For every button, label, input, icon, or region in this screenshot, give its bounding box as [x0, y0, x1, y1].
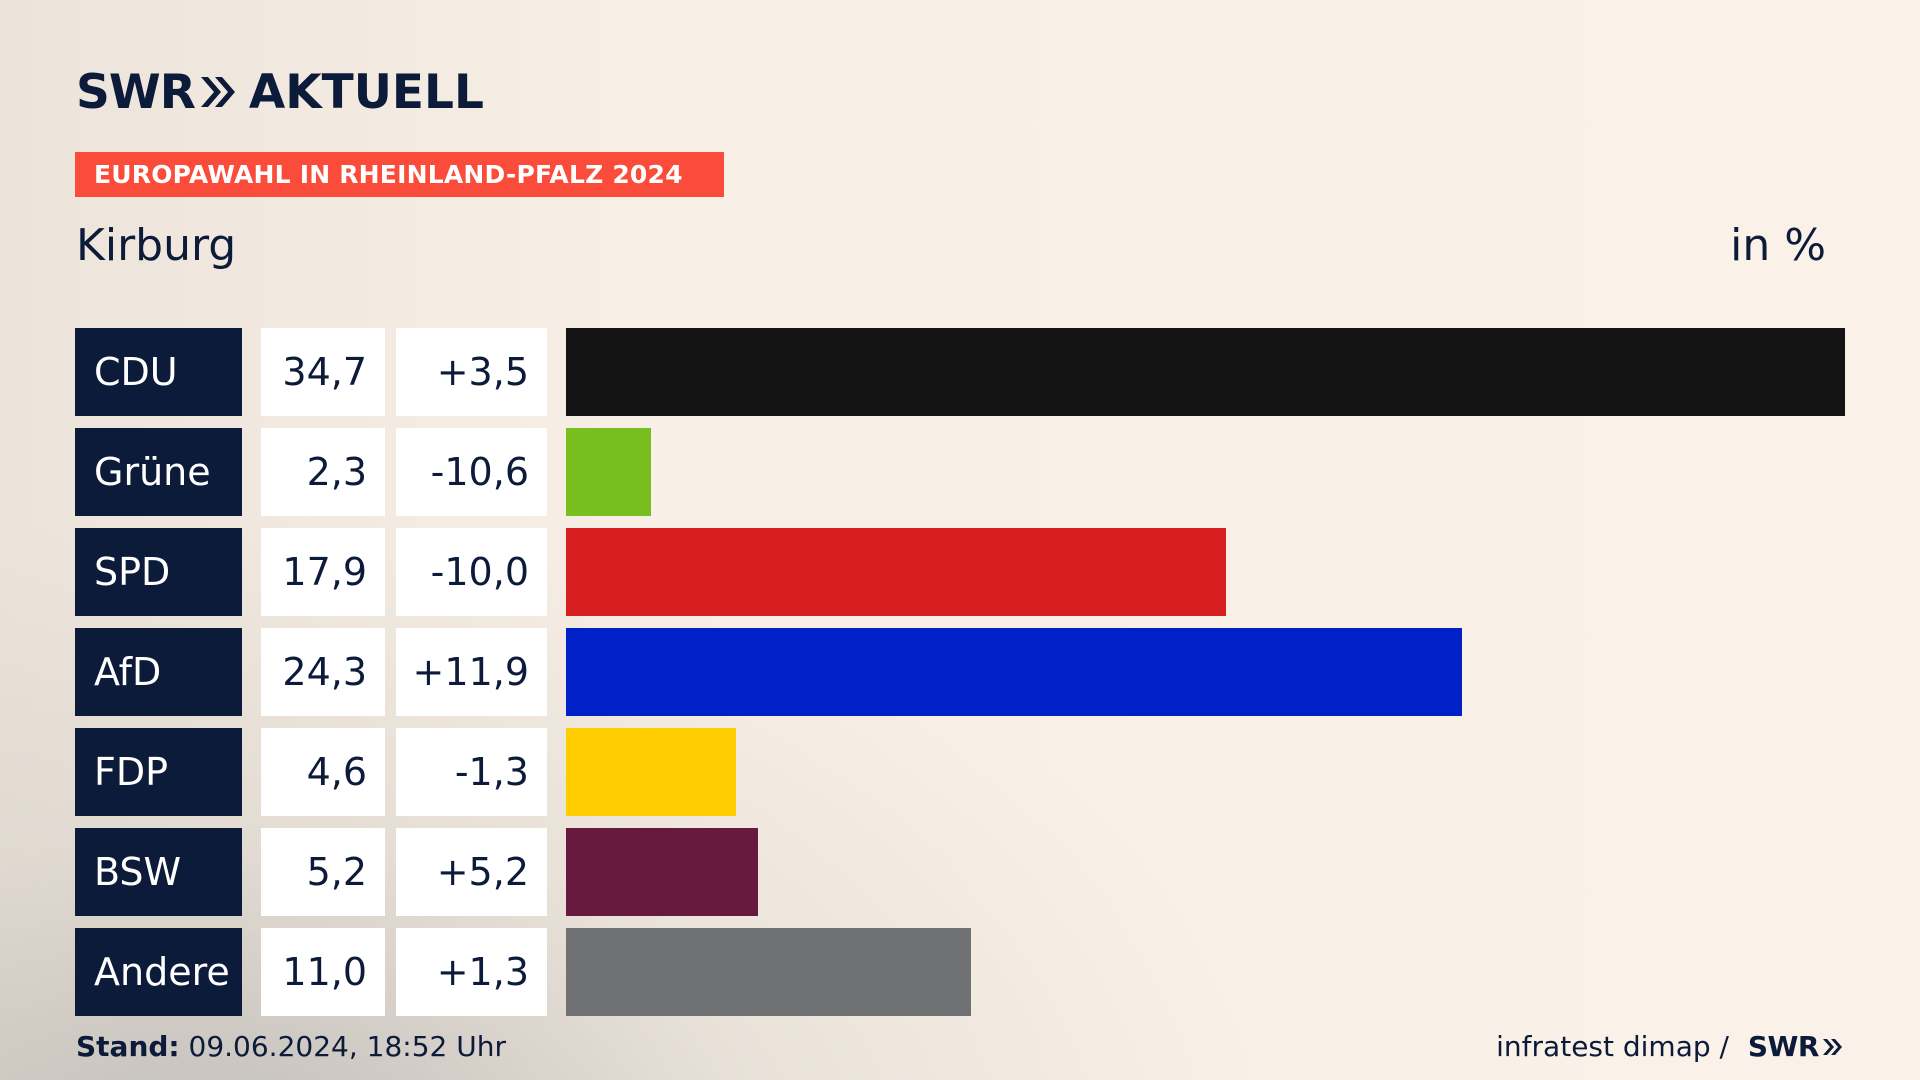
vote-share: 11,0 — [261, 928, 385, 1016]
result-row: BSW 5,2 +5,2 — [75, 828, 1845, 916]
vote-change: -10,0 — [396, 528, 547, 616]
vote-change: +11,9 — [396, 628, 547, 716]
vote-change: -1,3 — [396, 728, 547, 816]
source-text: infratest dimap / — [1496, 1030, 1738, 1063]
vote-change: +3,5 — [396, 328, 547, 416]
vote-share: 2,3 — [261, 428, 385, 516]
vote-change: +5,2 — [396, 828, 547, 916]
vote-share: 4,6 — [261, 728, 385, 816]
vote-change: +1,3 — [396, 928, 547, 1016]
result-row: FDP 4,6 -1,3 — [75, 728, 1845, 816]
party-name: AfD — [75, 628, 242, 716]
result-row: Andere 11,0 +1,3 — [75, 928, 1845, 1016]
result-bar — [566, 628, 1462, 716]
logo-swr-text: SWR — [76, 64, 196, 120]
double-chevron-right-icon — [1823, 1038, 1842, 1055]
result-bar — [566, 428, 651, 516]
logo-aktuell-text: AKTUELL — [248, 64, 484, 120]
stand-label: Stand: — [76, 1030, 180, 1063]
vote-share: 17,9 — [261, 528, 385, 616]
result-bar — [566, 928, 971, 1016]
party-name: Grüne — [75, 428, 242, 516]
party-name: FDP — [75, 728, 242, 816]
result-row: Grüne 2,3 -10,6 — [75, 428, 1845, 516]
vote-share: 34,7 — [261, 328, 385, 416]
party-name: BSW — [75, 828, 242, 916]
swr-aktuell-logo: SWR AKTUELL — [76, 64, 484, 120]
result-row: AfD 24,3 +11,9 — [75, 628, 1845, 716]
unit-label: in % — [1730, 220, 1826, 271]
swr-small-logo: SWR — [1748, 1030, 1844, 1063]
source-credit: infratest dimap / SWR — [1496, 1030, 1844, 1063]
vote-share: 5,2 — [261, 828, 385, 916]
result-bar — [566, 828, 758, 916]
timestamp: Stand: 09.06.2024, 18:52 Uhr — [76, 1030, 506, 1063]
vote-share: 24,3 — [261, 628, 385, 716]
party-name: CDU — [75, 328, 242, 416]
result-bar — [566, 528, 1226, 616]
result-bar — [566, 328, 1845, 416]
double-chevron-right-icon — [199, 74, 237, 110]
vote-change: -10,6 — [396, 428, 547, 516]
result-row: CDU 34,7 +3,5 — [75, 328, 1845, 416]
result-bar — [566, 728, 736, 816]
location-title: Kirburg — [76, 220, 237, 271]
party-name: SPD — [75, 528, 242, 616]
party-name: Andere — [75, 928, 242, 1016]
result-row: SPD 17,9 -10,0 — [75, 528, 1845, 616]
election-banner: EUROPAWAHL IN RHEINLAND-PFALZ 2024 — [75, 152, 724, 197]
stand-value: 09.06.2024, 18:52 Uhr — [179, 1030, 506, 1063]
swr-small-text: SWR — [1747, 1030, 1820, 1063]
